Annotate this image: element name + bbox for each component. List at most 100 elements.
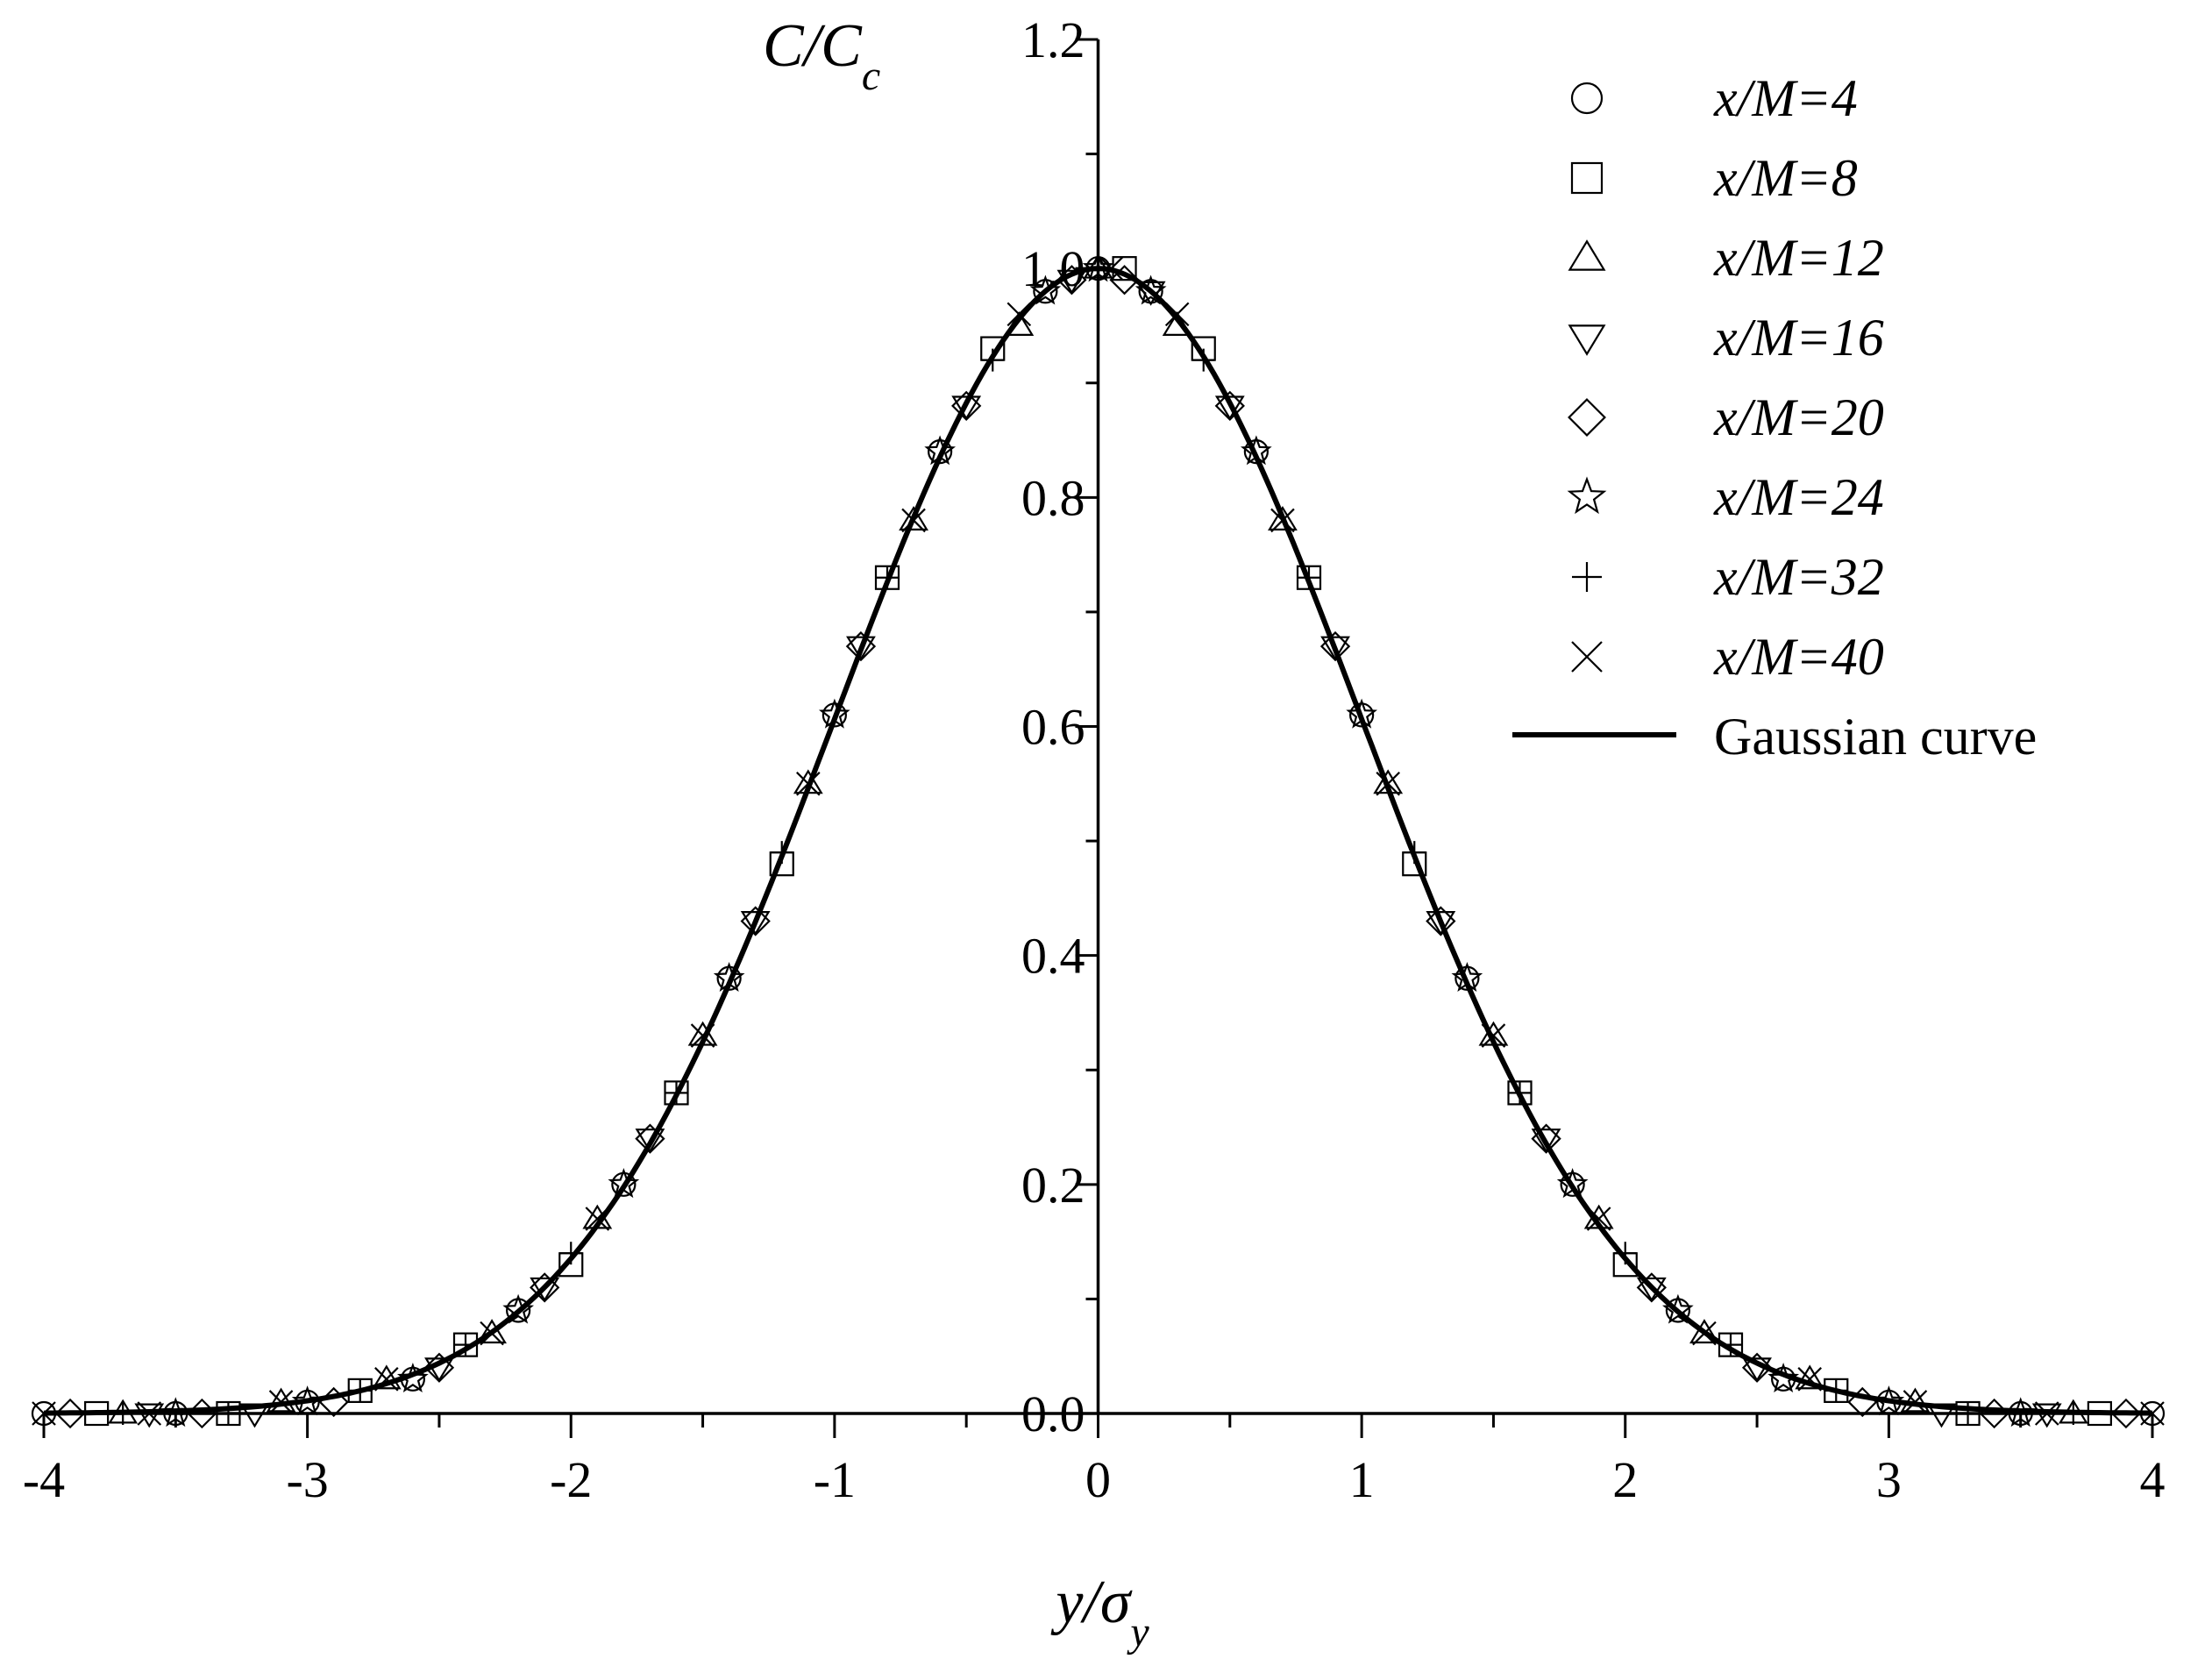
data-point-star xyxy=(396,1362,429,1392)
marker-cross-b xyxy=(1586,1207,1611,1231)
data-point-triangle-up xyxy=(1900,1387,1931,1413)
marker-star xyxy=(396,1362,429,1392)
legend-marker-square xyxy=(1570,161,1604,195)
data-point-cross xyxy=(2140,1401,2165,1426)
legend-label: x/M=4 xyxy=(1713,69,1858,127)
marker-triangle-up xyxy=(1568,239,1606,271)
data-point-diamond xyxy=(1056,265,1087,295)
marker-triangle-down xyxy=(1426,910,1456,936)
y-tick-label: 1.2 xyxy=(1021,11,1085,68)
data-point-plus xyxy=(1956,1402,1980,1425)
y-tick-label: 0.6 xyxy=(1021,699,1085,756)
marker-triangle-up xyxy=(1900,1387,1931,1413)
marker-diamond xyxy=(740,906,771,936)
gaussian-curve-line xyxy=(43,266,2153,1416)
data-point-triangle-up xyxy=(899,506,928,530)
data-point-triangle-down xyxy=(951,395,982,421)
x-tick-label: 3 xyxy=(1876,1451,1902,1508)
marker-diamond xyxy=(1568,398,1606,437)
marker-triangle-down xyxy=(1214,395,1245,421)
data-point-plus xyxy=(217,1402,240,1425)
data-point-triangle-up xyxy=(1795,1364,1825,1390)
data-point-diamond xyxy=(1741,1352,1773,1383)
marker-diamond xyxy=(2110,1398,2142,1429)
marker-diamond xyxy=(1056,265,1087,295)
legend-marker-triangle-up xyxy=(1568,239,1606,271)
data-point-triangle-down xyxy=(2031,1403,2062,1428)
marker-triangle-up xyxy=(899,506,928,530)
legend-label: x/M=40 xyxy=(1713,628,1884,686)
marker-triangle-down xyxy=(846,636,876,661)
data-point-triangle-down xyxy=(1742,1357,1772,1383)
data-point-triangle-down xyxy=(1320,636,1350,661)
x-axis-title: y/σy xyxy=(1050,1569,1149,1655)
data-point-diamond xyxy=(423,1352,455,1383)
data-point-triangle-up xyxy=(477,1319,507,1344)
data-point-star xyxy=(1767,1362,1800,1392)
marker-diamond xyxy=(1214,390,1245,422)
marker-triangle-down xyxy=(1056,269,1087,295)
legend-marker-circle xyxy=(1570,82,1604,115)
y-axis-title: C/Cc xyxy=(763,12,880,99)
marker-triangle-up xyxy=(371,1364,402,1390)
data-point-diamond xyxy=(1214,390,1245,422)
marker-triangle-down xyxy=(635,1129,665,1154)
data-point-triangle-down xyxy=(1214,395,1245,421)
legend-marker-diamond xyxy=(1568,398,1606,437)
marker-diamond xyxy=(1319,630,1351,662)
data-point-diamond xyxy=(845,630,877,662)
marker-cross-b xyxy=(1797,1367,1822,1392)
data-point-diamond xyxy=(1109,265,1140,295)
y-tick-label: 0.0 xyxy=(1021,1385,1085,1442)
marker-triangle-up xyxy=(1268,506,1298,530)
legend-marker-triangle-down xyxy=(1568,324,1606,356)
data-point-triangle-down xyxy=(1636,1277,1667,1302)
legend-marker-cross xyxy=(1571,641,1603,673)
x-tick-label: 4 xyxy=(2140,1451,2166,1508)
marker-diamond xyxy=(1426,906,1456,936)
marker-star xyxy=(1767,1362,1800,1392)
legend-label: x/M=32 xyxy=(1713,548,1884,606)
marker-diamond xyxy=(423,1352,455,1383)
marker-star xyxy=(1567,476,1607,515)
marker-triangle-down xyxy=(1320,636,1350,661)
legend-label: x/M=12 xyxy=(1713,229,1884,287)
marker-diamond xyxy=(635,1123,665,1154)
marker-diamond xyxy=(54,1398,86,1429)
marker-diamond xyxy=(530,1272,560,1303)
marker-triangle-down xyxy=(1742,1357,1772,1383)
legend-marker-plus xyxy=(1572,562,1602,592)
legend-label: Gaussian curve xyxy=(1714,708,2037,765)
data-point-triangle-up xyxy=(1689,1319,1719,1344)
x-tick-label: -2 xyxy=(550,1451,592,1508)
marker-cross-b xyxy=(32,1401,56,1426)
marker-triangle-up xyxy=(1689,1319,1719,1344)
data-point-diamond xyxy=(530,1272,560,1303)
marker-circle xyxy=(1570,82,1604,115)
marker-diamond xyxy=(845,630,877,662)
marker-diamond xyxy=(1109,265,1140,295)
y-tick-label: 0.8 xyxy=(1021,469,1085,526)
x-tick-label: 0 xyxy=(1085,1451,1111,1508)
data-point-diamond xyxy=(740,906,771,936)
marker-square xyxy=(1570,161,1604,195)
x-tick-label: -1 xyxy=(814,1451,856,1508)
legend-label: x/M=20 xyxy=(1713,388,1884,446)
marker-diamond xyxy=(1741,1352,1773,1383)
legend-label: x/M=16 xyxy=(1713,309,1884,367)
marker-triangle-down xyxy=(2031,1403,2062,1428)
x-tick-label: 2 xyxy=(1612,1451,1638,1508)
marker-triangle-up xyxy=(477,1319,507,1344)
data-point-diamond xyxy=(1319,630,1351,662)
data-point-triangle-down xyxy=(134,1403,165,1428)
y-tick-label: 0.2 xyxy=(1021,1157,1085,1214)
legend: x/M=4 x/M=8 x/M=12 x/M=16 x/M=20 x/M=24 x/M=32… xyxy=(1512,69,2037,765)
data-point-triangle-down xyxy=(424,1357,454,1383)
data-point-cross xyxy=(32,1401,56,1426)
legend-label: x/M=24 xyxy=(1713,468,1884,526)
data-point-triangle-down xyxy=(1056,269,1087,295)
marker-triangle-up xyxy=(1795,1364,1825,1390)
marker-triangle-down xyxy=(134,1403,165,1428)
data-point-triangle-down xyxy=(846,636,876,661)
data-point-triangle-down xyxy=(1531,1129,1561,1154)
